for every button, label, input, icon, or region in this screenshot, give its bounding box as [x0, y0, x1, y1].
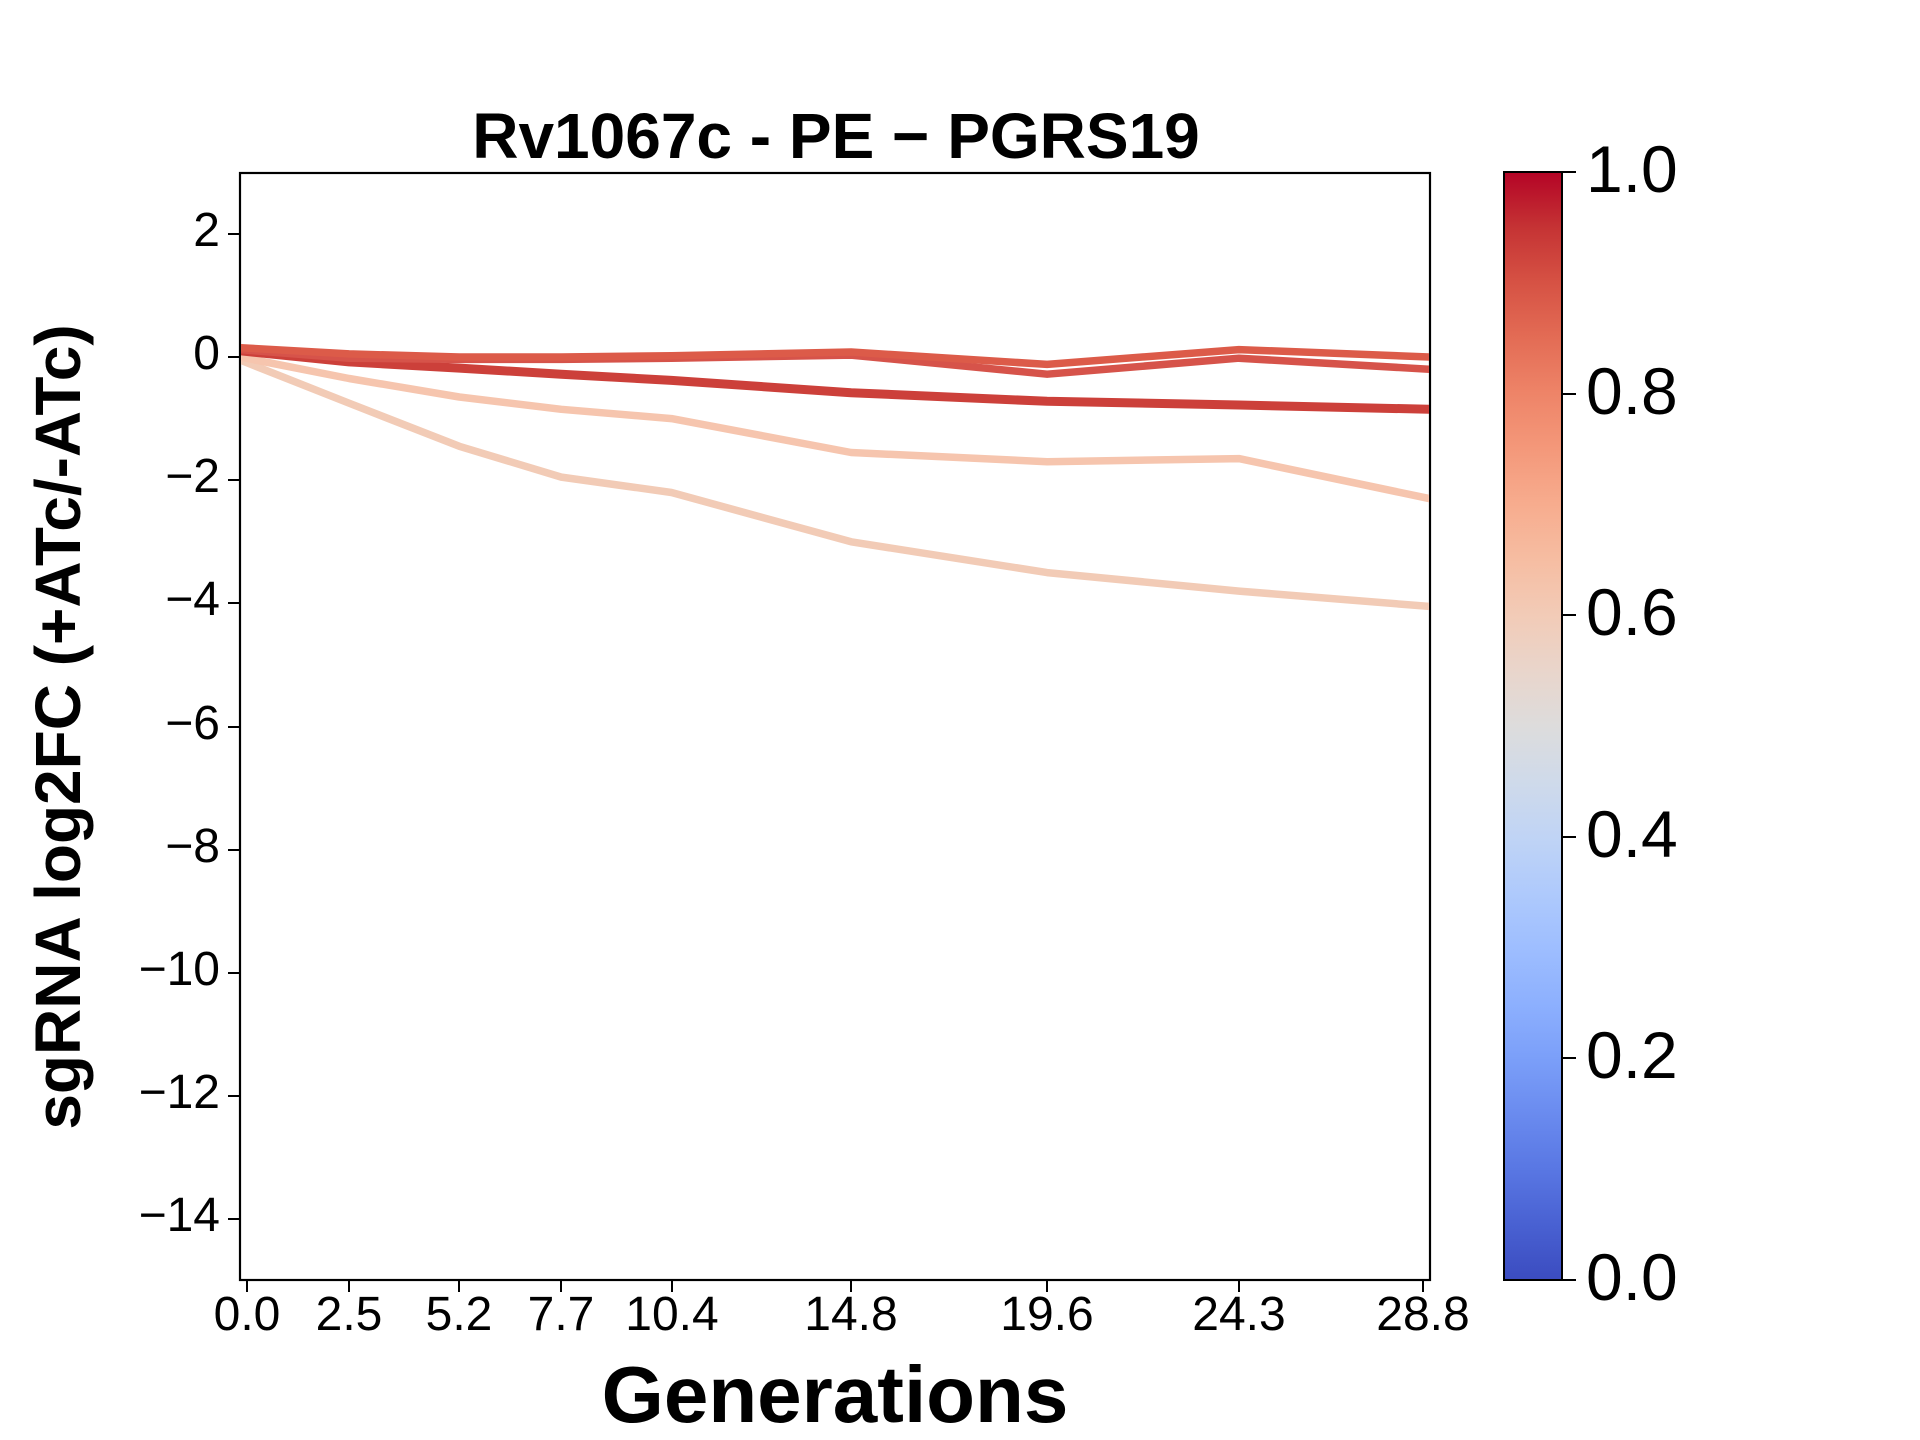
svg-text:Generations: Generations [602, 1350, 1069, 1439]
svg-text:0.0: 0.0 [1586, 1240, 1678, 1314]
svg-text:1.0: 1.0 [1586, 132, 1678, 206]
svg-text:−2: −2 [165, 450, 220, 503]
svg-text:2: 2 [193, 204, 220, 257]
svg-text:−8: −8 [165, 820, 220, 873]
svg-text:−6: −6 [165, 697, 220, 750]
svg-text:24.3: 24.3 [1192, 1288, 1285, 1341]
svg-text:0.6: 0.6 [1586, 575, 1678, 649]
svg-text:7.7: 7.7 [528, 1288, 595, 1341]
svg-text:0.0: 0.0 [214, 1288, 281, 1341]
svg-text:−4: −4 [165, 573, 220, 626]
svg-text:Rv1067c - PE − PGRS19: Rv1067c - PE − PGRS19 [472, 100, 1200, 172]
svg-text:28.8: 28.8 [1376, 1288, 1469, 1341]
svg-text:−12: −12 [139, 1066, 220, 1119]
svg-text:14.8: 14.8 [804, 1288, 897, 1341]
svg-text:2.5: 2.5 [316, 1288, 383, 1341]
svg-text:0: 0 [193, 327, 220, 380]
svg-text:19.6: 19.6 [1000, 1288, 1093, 1341]
svg-text:0.4: 0.4 [1586, 797, 1678, 871]
svg-text:0.8: 0.8 [1586, 354, 1678, 428]
svg-text:10.4: 10.4 [625, 1288, 718, 1341]
svg-text:0.2: 0.2 [1586, 1018, 1678, 1092]
svg-text:−14: −14 [139, 1189, 220, 1242]
svg-text:−10: −10 [139, 943, 220, 996]
svg-text:sgRNA log2FC (+ATc/-ATc): sgRNA log2FC (+ATc/-ATc) [22, 324, 94, 1129]
svg-text:5.2: 5.2 [426, 1288, 493, 1341]
